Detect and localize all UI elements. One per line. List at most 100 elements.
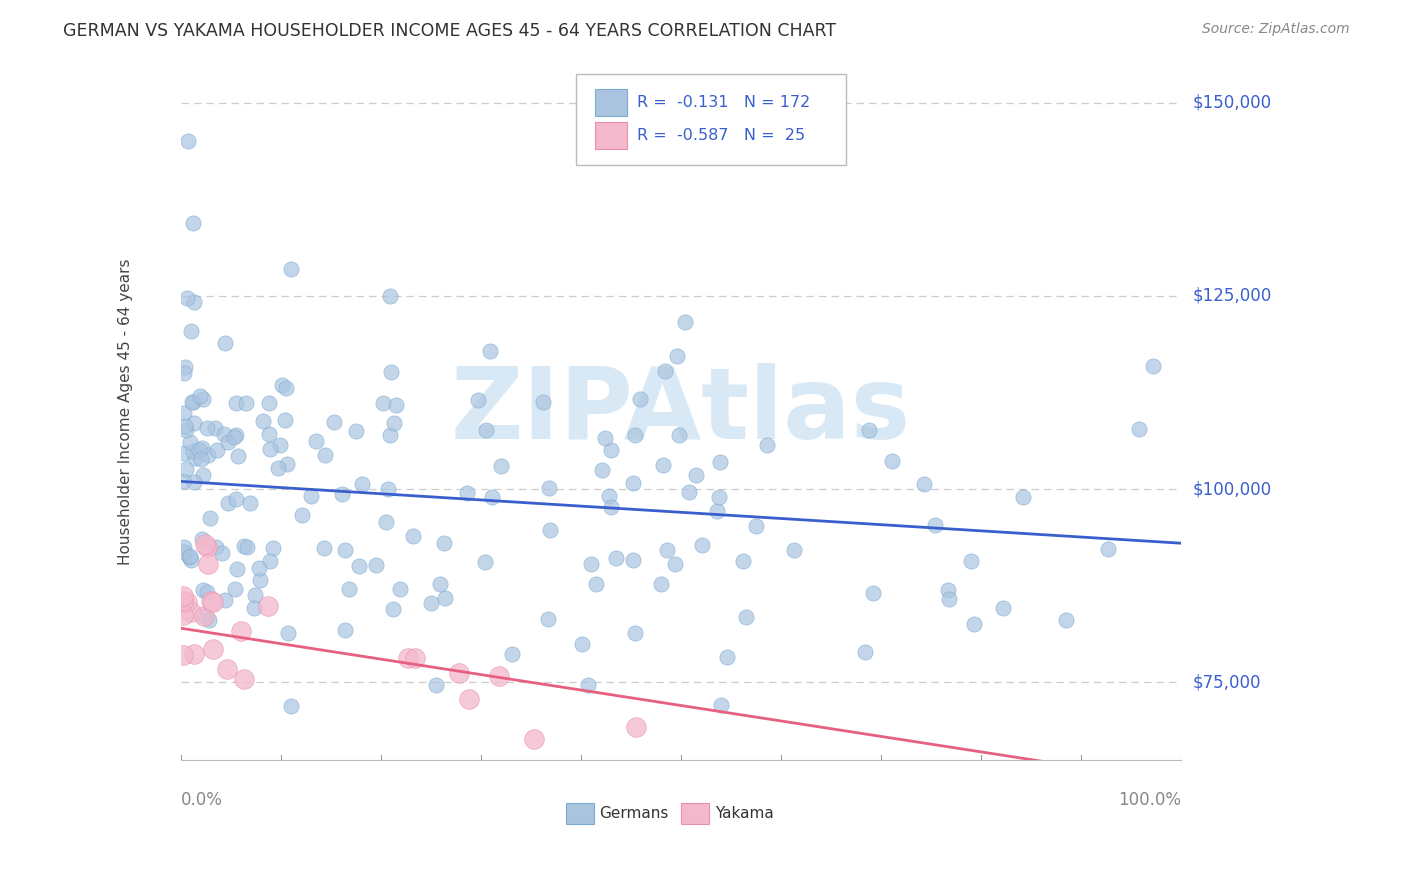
Point	[651, 458, 673, 473]
Point	[655, 542, 678, 557]
Point	[364, 558, 387, 573]
Point	[912, 477, 935, 491]
Point	[232, 672, 254, 686]
Point	[172, 608, 194, 623]
Point	[349, 559, 371, 574]
Point	[621, 552, 644, 566]
Point	[290, 508, 312, 522]
Point	[623, 625, 645, 640]
Point	[650, 577, 672, 591]
Point	[172, 589, 194, 603]
Point	[259, 442, 281, 456]
Point	[239, 496, 262, 510]
Point	[194, 537, 217, 551]
Point	[375, 515, 398, 529]
Point	[235, 541, 257, 555]
Point	[183, 416, 205, 430]
Point	[938, 592, 960, 607]
Point	[481, 490, 503, 504]
Point	[666, 349, 689, 363]
Point	[433, 536, 456, 550]
Text: $150,000: $150,000	[1192, 94, 1271, 112]
Point	[190, 441, 212, 455]
Point	[314, 449, 336, 463]
Text: Germans: Germans	[599, 806, 668, 822]
Point	[936, 583, 959, 598]
Point	[190, 532, 212, 546]
Point	[173, 545, 195, 559]
Point	[173, 446, 195, 460]
Point	[183, 294, 205, 309]
Point	[173, 359, 195, 374]
Point	[181, 215, 204, 229]
Text: ZIPAtlas: ZIPAtlas	[451, 363, 911, 460]
Point	[963, 617, 986, 632]
Point	[193, 609, 215, 624]
Point	[735, 610, 758, 624]
Point	[176, 423, 198, 437]
Text: $75,000: $75,000	[1192, 673, 1261, 691]
Point	[200, 510, 222, 524]
Text: Yakama: Yakama	[716, 806, 773, 822]
Text: R =  -0.131   N = 172: R = -0.131 N = 172	[637, 95, 810, 110]
Point	[197, 557, 219, 571]
Point	[224, 582, 246, 596]
Point	[229, 624, 252, 639]
Point	[276, 457, 298, 471]
Point	[259, 554, 281, 568]
Bar	[595, 122, 627, 149]
Point	[271, 378, 294, 392]
Point	[538, 481, 561, 495]
Point	[257, 599, 280, 614]
Point	[433, 591, 456, 605]
Point	[330, 487, 353, 501]
Point	[252, 414, 274, 428]
Point	[173, 474, 195, 488]
Point	[277, 625, 299, 640]
Point	[232, 539, 254, 553]
Point	[179, 549, 201, 564]
Point	[269, 437, 291, 451]
Point	[322, 415, 344, 429]
Point	[195, 584, 218, 599]
Point	[201, 642, 224, 657]
Point	[605, 550, 627, 565]
Point	[183, 475, 205, 489]
Point	[458, 691, 481, 706]
Point	[624, 720, 647, 734]
Point	[373, 396, 395, 410]
Point	[226, 449, 249, 463]
Point	[668, 427, 690, 442]
Point	[706, 504, 728, 518]
Point	[179, 435, 201, 450]
Point	[243, 601, 266, 615]
Point	[187, 442, 209, 457]
Point	[247, 561, 270, 575]
Text: GERMAN VS YAKAMA HOUSEHOLDER INCOME AGES 45 - 64 YEARS CORRELATION CHART: GERMAN VS YAKAMA HOUSEHOLDER INCOME AGES…	[63, 22, 837, 40]
Point	[381, 602, 404, 616]
Point	[537, 612, 560, 626]
Point	[707, 491, 730, 505]
Point	[249, 573, 271, 587]
Point	[571, 636, 593, 650]
Point	[402, 529, 425, 543]
Point	[673, 314, 696, 328]
Point	[180, 605, 202, 619]
Point	[214, 593, 236, 607]
Point	[621, 475, 644, 490]
Point	[212, 426, 235, 441]
Point	[576, 677, 599, 691]
Point	[654, 364, 676, 378]
Point	[488, 669, 510, 683]
Point	[628, 392, 651, 406]
Point	[862, 586, 884, 600]
Point	[193, 467, 215, 482]
Point	[1011, 490, 1033, 504]
Point	[756, 437, 779, 451]
Point	[183, 647, 205, 661]
Point	[174, 461, 197, 475]
Point	[783, 542, 806, 557]
Text: Householder Income Ages 45 - 64 years: Householder Income Ages 45 - 64 years	[118, 259, 134, 565]
Point	[924, 518, 946, 533]
Point	[214, 335, 236, 350]
